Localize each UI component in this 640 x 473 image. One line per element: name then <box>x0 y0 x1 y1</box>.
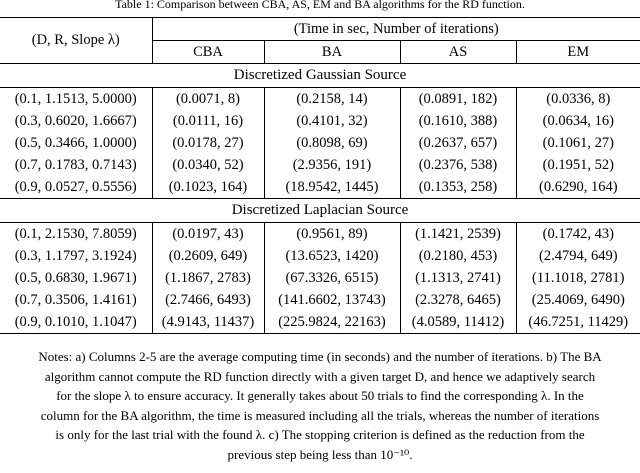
table-cell: (0.0340, 52) <box>151 154 264 176</box>
table-cell: (2.7466, 6493) <box>151 289 264 311</box>
table-cell: (0.8098, 69) <box>263 132 400 154</box>
table-cell: (0.0634, 16) <box>515 110 640 132</box>
table-row: (0.3, 0.6020, 1.6667) (0.0111, 16) (0.41… <box>0 110 640 132</box>
table-cell: (0.0111, 16) <box>151 110 264 132</box>
time-iterations-header: (Time in sec, Number of iterations) <box>152 17 640 41</box>
row-header-label: (D, R, Slope λ) <box>0 17 153 64</box>
table-row: (0.5, 0.3466, 1.0000) (0.0178, 27) (0.80… <box>0 132 640 154</box>
column-header-cba: CBA <box>151 40 264 64</box>
table-cell: (0.2376, 538) <box>399 154 516 176</box>
section-title: Discretized Gaussian Source <box>0 63 640 88</box>
notes-line: for the slope λ to ensure accuracy. It g… <box>56 388 584 403</box>
table-cell: (0.1610, 388) <box>399 110 516 132</box>
table-cell: (0.2609, 649) <box>151 245 264 267</box>
row-label: (0.5, 0.6830, 1.9671) <box>14 269 137 286</box>
table-cell: (141.6602, 13743) <box>263 289 400 311</box>
table-cell: (4.0589, 11412) <box>399 311 516 334</box>
row-label: (0.7, 0.1783, 0.7143) <box>14 156 137 173</box>
table-cell: (0.2180, 453) <box>399 245 516 267</box>
row-label: (0.9, 0.1010, 1.1047) <box>14 313 137 330</box>
table-row: (0.9, 0.1010, 1.1047) (4.9143, 11437) (2… <box>0 311 640 334</box>
notes-line: is only for the last trial with the foun… <box>55 427 585 442</box>
row-label: (0.7, 0.3506, 1.4161) <box>14 291 137 308</box>
table-cell: (2.4794, 649) <box>515 245 640 267</box>
row-label: (0.9, 0.0527, 0.5556) <box>14 178 137 195</box>
table-cell: (67.3326, 6515) <box>263 267 400 289</box>
table-cell: (0.6290, 164) <box>515 176 640 199</box>
table-row: (0.1, 1.1513, 5.0000) (0.0071, 8) (0.215… <box>0 87 640 110</box>
table-cell: (0.1951, 52) <box>515 154 640 176</box>
table-cell: (0.1353, 258) <box>399 176 516 199</box>
table-cell: (2.9356, 191) <box>263 154 400 176</box>
row-label: (0.1, 1.1513, 5.0000) <box>14 90 137 107</box>
table-cell: (0.4101, 32) <box>263 110 400 132</box>
table-cell: (0.0891, 182) <box>399 87 516 110</box>
table-cell: (18.9542, 1445) <box>263 176 400 199</box>
section-title: Discretized Laplacian Source <box>0 198 640 223</box>
table-cell: (0.2158, 14) <box>263 87 400 110</box>
header-row-1: (D, R, Slope λ) (Time in sec, Number of … <box>0 17 640 64</box>
comparison-table: (D, R, Slope λ) (Time in sec, Number of … <box>0 17 640 334</box>
table-cell: (11.1018, 2781) <box>515 267 640 289</box>
table-row: (0.1, 2.1530, 7.8059) (0.0197, 43) (0.95… <box>0 222 640 245</box>
table-cell: (2.3278, 6465) <box>399 289 516 311</box>
table-cell: (0.2637, 657) <box>399 132 516 154</box>
table-cell: (0.9561, 89) <box>263 222 400 245</box>
table-cell: (13.6523, 1420) <box>263 245 400 267</box>
table-notes: Notes: a) Columns 2-5 are the average co… <box>0 347 640 464</box>
table-row: (0.9, 0.0527, 0.5556) (0.1023, 164) (18.… <box>0 176 640 199</box>
table-cell: (0.0071, 8) <box>151 87 264 110</box>
table-cell: (4.9143, 11437) <box>151 311 264 334</box>
table-cell: (0.1742, 43) <box>515 222 640 245</box>
row-label: (0.5, 0.3466, 1.0000) <box>14 134 137 151</box>
notes-line: column for the BA algorithm, the time is… <box>40 407 600 423</box>
table-cell: (46.7251, 11429) <box>515 311 640 334</box>
table-cell: (1.1867, 2783) <box>151 267 264 289</box>
notes-line: algorithm cannot compute the RD function… <box>44 368 596 384</box>
header-row-2: CBA BA AS EM <box>0 40 640 64</box>
column-header-em: EM <box>515 40 640 64</box>
table-row: (0.5, 0.6830, 1.9671) (1.1867, 2783) (67… <box>0 267 640 289</box>
table-row: (0.7, 0.3506, 1.4161) (2.7466, 6493) (14… <box>0 289 640 311</box>
table-cell: (225.9824, 22163) <box>263 311 400 334</box>
column-header-ba: BA <box>263 40 400 64</box>
row-label: (0.1, 2.1530, 7.8059) <box>14 225 137 242</box>
table-row: (0.3, 1.1797, 3.1924) (0.2609, 649) (13.… <box>0 245 640 267</box>
table-cell: (1.1421, 2539) <box>399 222 516 245</box>
section-gaussian-source: Discretized Gaussian Source <box>0 63 640 88</box>
column-header-as: AS <box>399 40 516 64</box>
table-cell: (0.0178, 27) <box>151 132 264 154</box>
table-cell: (0.0197, 43) <box>151 222 264 245</box>
notes-line: previous step being less than 10⁻¹⁰. <box>227 446 413 462</box>
table-cell: (0.0336, 8) <box>515 87 640 110</box>
table-cell: (0.1061, 27) <box>515 132 640 154</box>
table-row: (0.7, 0.1783, 0.7143) (0.0340, 52) (2.93… <box>0 154 640 176</box>
section-laplacian-source: Discretized Laplacian Source <box>0 198 640 223</box>
table-caption: Table 1: Comparison between CBA, AS, EM … <box>115 0 525 11</box>
row-label: (0.3, 0.6020, 1.6667) <box>14 112 137 129</box>
table-cell: (25.4069, 6490) <box>515 289 640 311</box>
notes-line: Notes: a) Columns 2-5 are the average co… <box>38 349 602 364</box>
row-label: (0.3, 1.1797, 3.1924) <box>14 247 137 264</box>
table-cell: (1.1313, 2741) <box>399 267 516 289</box>
table-cell: (0.1023, 164) <box>151 176 264 199</box>
